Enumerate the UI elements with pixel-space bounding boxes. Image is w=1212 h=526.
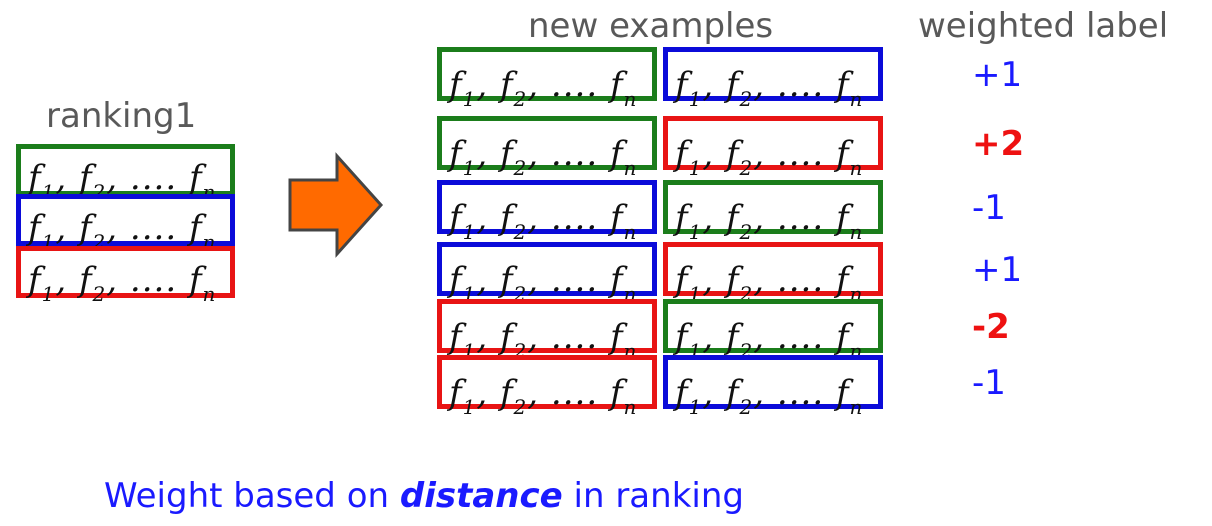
ranking-box-3 [16,246,235,298]
feature-vector: f1, f2, .... fn [675,134,864,180]
feature-vector: f1, f2, .... fn [675,198,864,244]
caption-prefix: Weight based on [104,476,400,516]
ranking-box-2 [16,194,235,246]
example-left-box-4 [437,242,657,296]
weighted-label-value: +1 [972,55,1023,95]
feature-vector: f1, f2, .... fn [675,373,864,419]
feature-vector: f1, f2, .... fn [28,260,217,306]
example-left-box-1 [437,47,657,101]
feature-vector: f1, f2, .... fn [28,158,217,204]
example-right-box-1 [663,47,883,101]
weighted-label-value: -1 [972,188,1006,228]
feature-vector: f1, f2, .... fn [449,134,638,180]
weighted-label-value: -2 [972,307,1010,347]
example-right-box-4 [663,242,883,296]
ranking-box-1 [16,144,235,196]
new-examples-heading: new examples [528,6,774,46]
right-arrow-icon [288,152,384,258]
example-right-box-6 [663,355,883,409]
example-left-box-6 [437,355,657,409]
weighted-label-value: +2 [972,124,1025,164]
feature-vector: f1, f2, .... fn [449,65,638,111]
example-left-box-5 [437,299,657,353]
example-right-box-3 [663,180,883,234]
feature-vector: f1, f2, .... fn [675,65,864,111]
example-left-box-2 [437,116,657,170]
ranking-heading: ranking1 [46,96,197,136]
feature-vector: f1, f2, .... fn [449,260,638,306]
example-left-box-3 [437,180,657,234]
example-right-box-2 [663,116,883,170]
example-right-box-5 [663,299,883,353]
feature-vector: f1, f2, .... fn [675,317,864,363]
weighted-label-value: +1 [972,250,1023,290]
caption-emphasis: distance [399,476,563,516]
caption: Weight based on distance in ranking [104,474,744,518]
feature-vector: f1, f2, .... fn [449,198,638,244]
caption-suffix: in ranking [562,476,744,516]
weighted-label-heading: weighted label [918,6,1169,46]
weighted-label-value: -1 [972,363,1006,403]
feature-vector: f1, f2, .... fn [449,373,638,419]
